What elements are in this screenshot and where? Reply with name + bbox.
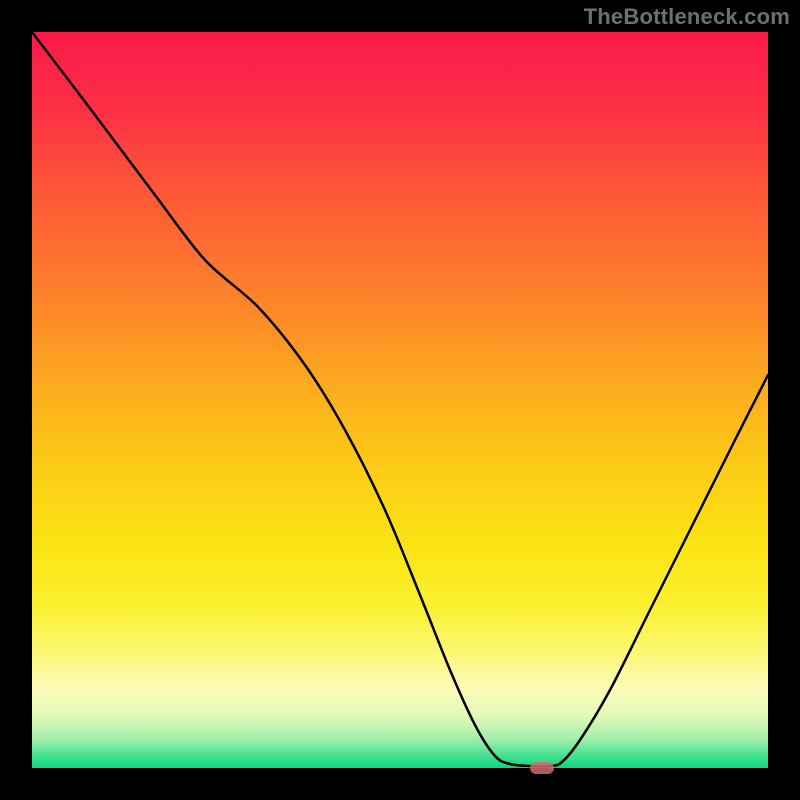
watermark-text: TheBottleneck.com bbox=[584, 4, 790, 30]
bottleneck-chart bbox=[0, 0, 800, 800]
plot-area bbox=[32, 32, 768, 768]
optimal-marker bbox=[530, 762, 554, 774]
chart-container: TheBottleneck.com bbox=[0, 0, 800, 800]
